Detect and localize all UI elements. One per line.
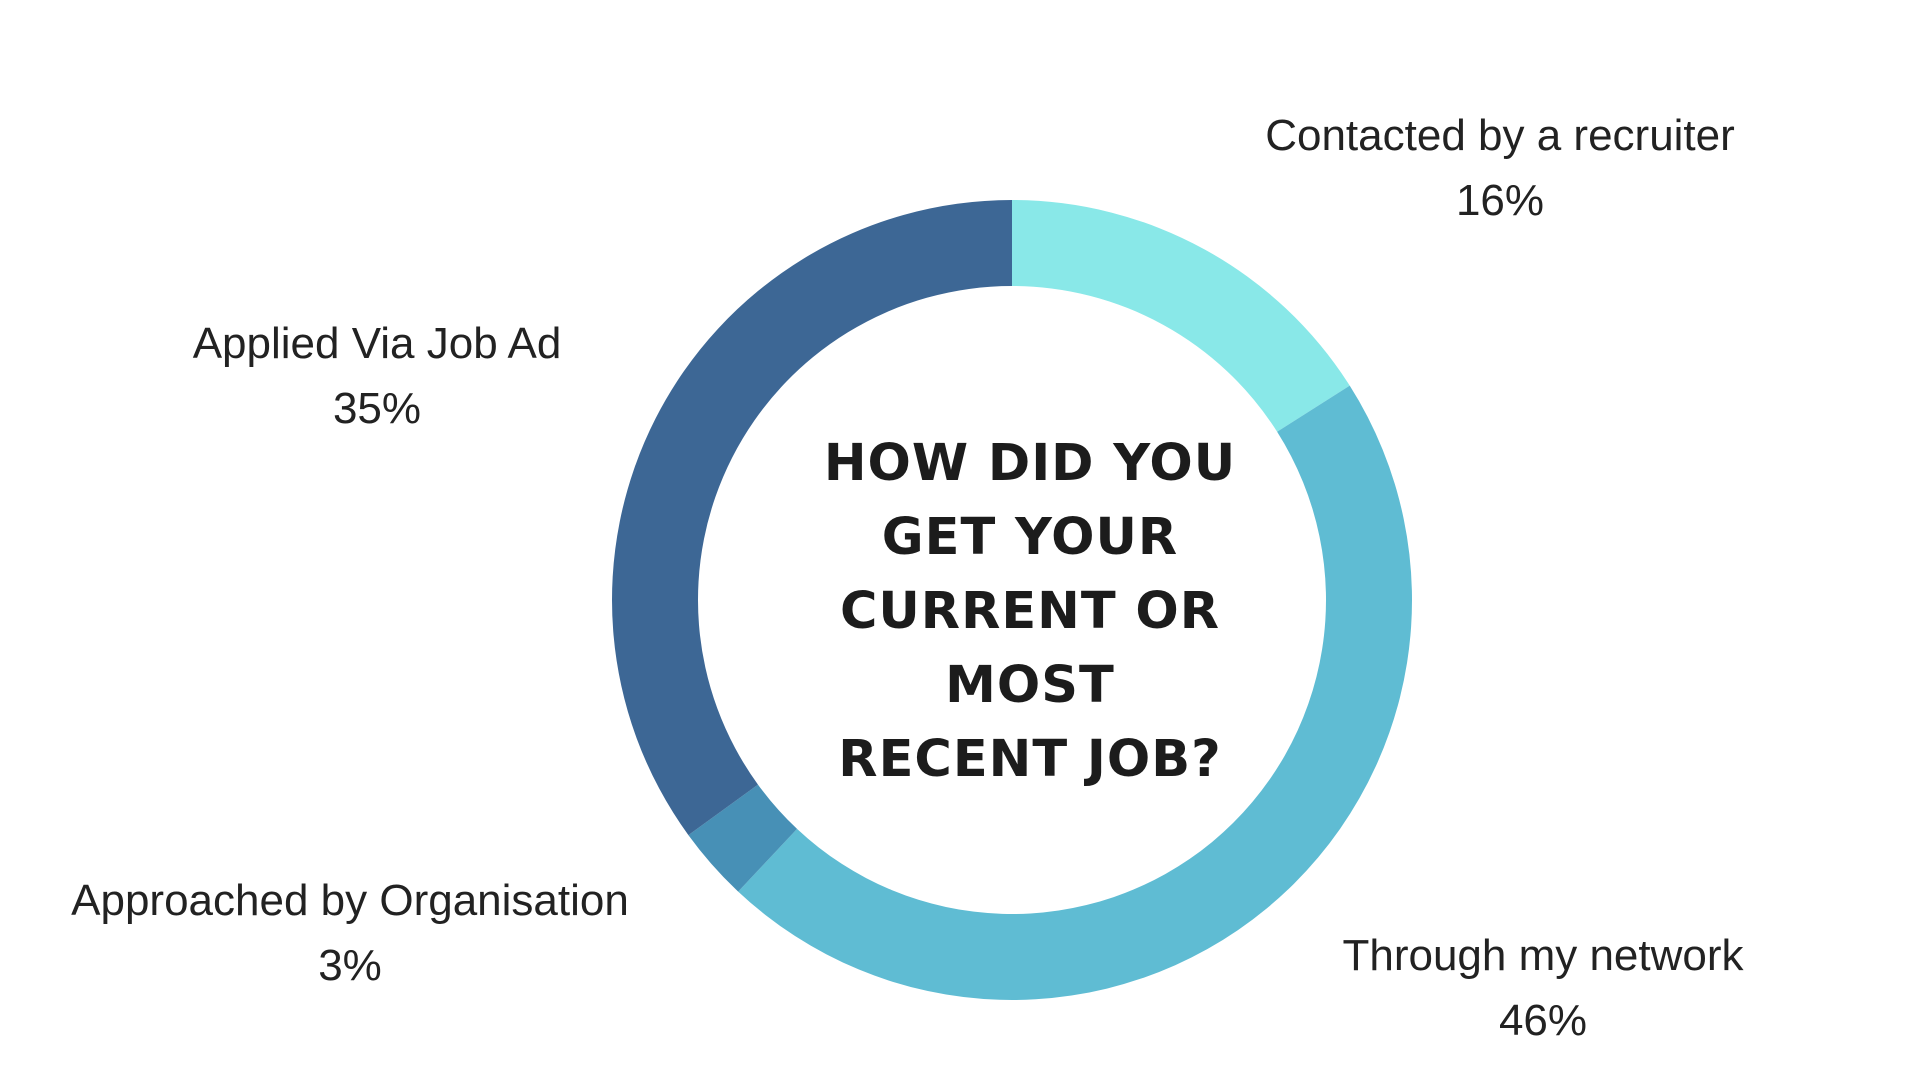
slice-value-label: 3%	[318, 941, 382, 990]
slice-value-label: 35%	[333, 384, 421, 433]
slice-value-label: 16%	[1456, 176, 1544, 225]
donut-slice	[1012, 200, 1350, 432]
chart-title-line: CURRENT OR	[840, 582, 1220, 641]
slice-name-label: Applied Via Job Ad	[193, 319, 562, 368]
slice-name-label: Through my network	[1342, 931, 1744, 980]
slice-name-label: Contacted by a recruiter	[1265, 111, 1735, 160]
labels-layer: Contacted by a recruiter 16% Through my ne…	[71, 111, 1744, 1045]
slices-layer	[611, 200, 1412, 1001]
slice-name-label: Approached by Organisation	[71, 876, 629, 925]
donut-slice	[688, 784, 798, 892]
chart-title-line: MOST	[945, 656, 1115, 715]
donut-slice	[738, 385, 1412, 1001]
chart-title-line: GET YOUR	[882, 508, 1178, 567]
donut-slice	[611, 200, 1012, 836]
chart-title-line: HOW DID YOU	[824, 434, 1236, 493]
chart-title-line: RECENT JOB?	[838, 730, 1221, 789]
slice-value-label: 46%	[1499, 996, 1587, 1045]
chart-title: HOW DID YOU GET YOUR CURRENT OR MOST RECENT …	[824, 434, 1236, 789]
